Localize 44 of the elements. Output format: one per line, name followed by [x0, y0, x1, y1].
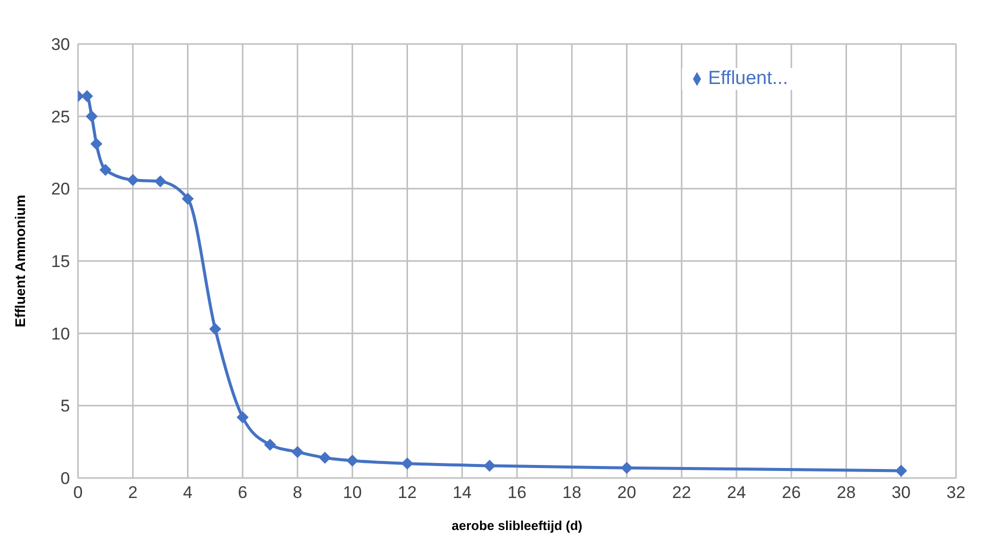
x-tick-label: 24	[727, 483, 746, 502]
y-tick-label: 15	[51, 252, 70, 272]
point	[346, 454, 358, 467]
point	[90, 138, 102, 150]
x-tick-label: 20	[617, 483, 636, 502]
x-tick-label: 16	[508, 483, 526, 502]
y-tick-label: 30	[51, 35, 70, 54]
point	[209, 322, 222, 335]
point	[86, 110, 98, 122]
y-tick-label: 25	[51, 107, 70, 126]
x-tick-label: 10	[342, 483, 362, 502]
x-tick-label: 0	[73, 483, 83, 502]
x-tick-label: 22	[672, 483, 692, 502]
y-tick-label: 0	[60, 469, 70, 488]
y-tick-label: 20	[51, 180, 70, 199]
x-tick-label: 26	[782, 483, 801, 502]
y-tick-label: 10	[51, 324, 70, 344]
point	[236, 411, 249, 424]
x-tick-label: 12	[398, 483, 417, 502]
x-axis-title: aerobe slibleeftijd (d)	[452, 518, 582, 533]
y-axis-title: Effluent Ammonium	[12, 194, 28, 328]
point	[99, 164, 112, 176]
point	[484, 460, 496, 472]
point	[318, 452, 331, 464]
x-tick-label: 14	[452, 483, 472, 502]
point	[620, 462, 633, 474]
point	[154, 175, 166, 188]
x-tick-label: 4	[183, 483, 192, 502]
legend-label: Effluent...	[708, 68, 788, 89]
point	[182, 192, 194, 205]
x-tick-label: 6	[238, 483, 248, 502]
point	[292, 446, 304, 458]
point	[81, 90, 94, 102]
x-tick-label: 18	[562, 483, 582, 502]
x-tick-label: 30	[892, 483, 911, 502]
x-tick-label: 28	[836, 483, 856, 502]
y-tick-label: 5	[60, 396, 70, 416]
point	[126, 174, 139, 186]
point	[264, 438, 276, 451]
x-tick-label: 2	[128, 483, 138, 502]
point	[401, 458, 414, 470]
x-tick-label: 32	[946, 483, 966, 502]
x-tick-label: 8	[292, 483, 302, 502]
point	[895, 464, 908, 477]
